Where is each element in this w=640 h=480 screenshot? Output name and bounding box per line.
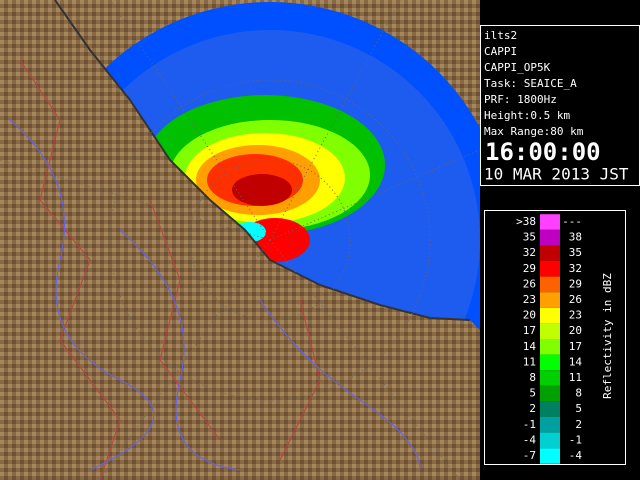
legend-high: 32 [569,262,582,275]
legend-low: 29 [523,262,536,275]
map [0,0,480,480]
legend-swatch [540,276,560,293]
legend-low: 32 [523,246,536,259]
legend-low: -7 [523,449,536,462]
legend-swatch [540,432,560,449]
legend-high: 2 [575,418,582,431]
legend-high: 26 [569,293,582,306]
date: 10 MAR 2013 JST [484,165,629,184]
legend-high: 8 [575,387,582,400]
legend-title: Reflectivity in dBZ [601,273,614,399]
legend-low: 11 [523,355,536,368]
info-line: Height:0.5 km [484,109,570,122]
legend-high: 5 [575,402,582,415]
legend-low: 2 [529,402,536,415]
legend-low: 5 [529,387,536,400]
legend-high: -4 [569,449,583,462]
legend-swatch [540,229,560,246]
legend-high: 29 [569,277,582,290]
legend-high: 17 [569,340,582,353]
info-line: ilts2 [484,29,517,42]
legend-swatch [540,245,560,261]
legend-low: -4 [523,433,537,446]
info-panel [480,25,640,186]
info-line: Max Range:80 km [484,125,584,138]
info-line: CAPPI [484,45,517,58]
legend-high: 35 [569,246,582,259]
legend-high: 20 [569,324,582,337]
legend-high: -1 [569,433,582,446]
legend-low: 20 [523,309,536,322]
legend-high: --- [562,215,582,228]
info-line: CAPPI_OP5K [484,61,551,74]
legend-swatch [540,307,560,324]
legend-swatch [540,339,560,355]
legend-high: 14 [569,355,583,368]
legend-swatch [540,401,560,417]
legend-high: 23 [569,309,582,322]
legend-low: 26 [523,277,536,290]
info-line: PRF: 1800Hz [484,93,557,106]
legend-swatch [540,292,560,308]
info-line: Task: SEAICE_A [484,77,577,90]
legend-low: 17 [523,324,536,337]
legend-low: 35 [523,231,536,244]
legend-low: -1 [523,418,536,431]
legend-high: 38 [569,231,582,244]
legend-swatch [540,385,560,402]
legend-swatch [540,323,560,339]
legend-swatch [540,370,560,386]
legend-low: 8 [529,371,536,384]
legend-swatch [540,354,560,371]
legend-low: 23 [523,293,536,306]
legend-low: >38 [516,215,536,228]
legend-swatch [540,417,560,433]
land [0,0,480,480]
legend-swatch [540,448,560,464]
legend-low: 14 [523,340,537,353]
legend-swatch [540,261,560,277]
legend-high: 11 [569,371,582,384]
time: 16:00:00 [485,138,601,166]
legend-swatch [540,214,560,230]
